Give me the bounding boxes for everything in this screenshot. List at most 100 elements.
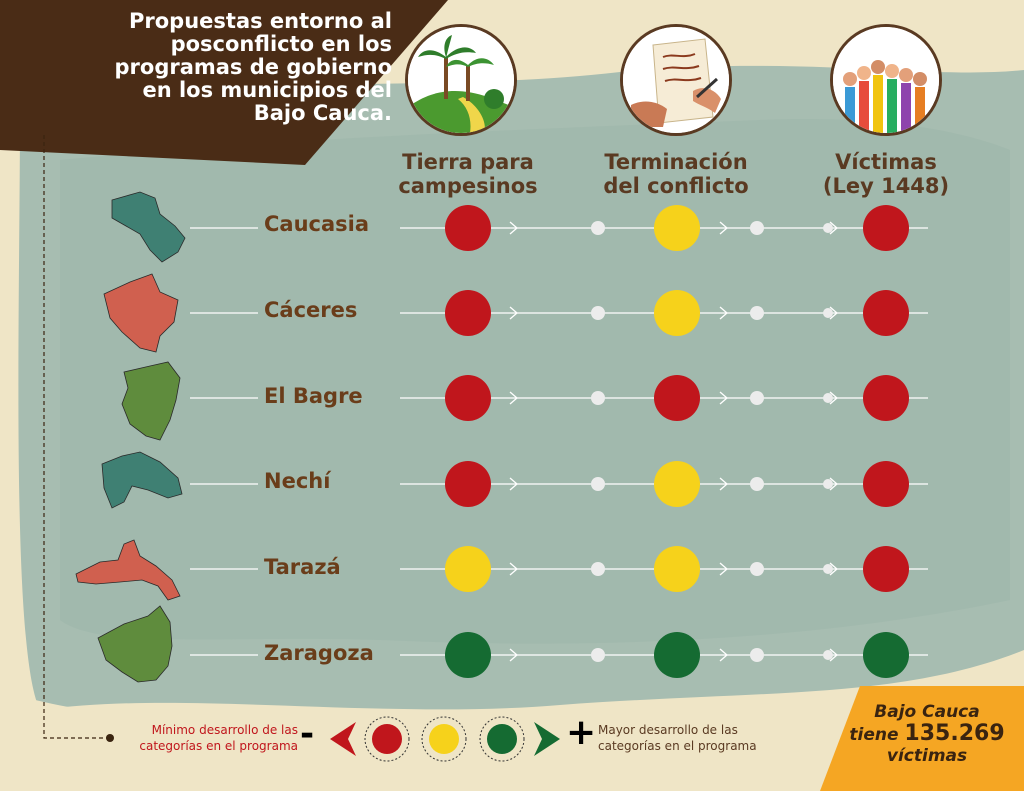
victims-text: Bajo Cauca tiene 135.269 víctimas — [834, 702, 1020, 767]
left-arrow-icon — [330, 722, 356, 756]
legend-line: categorías en el programa — [598, 739, 757, 753]
status-circle-yellow — [654, 205, 700, 251]
column-label-line: del conflicto — [603, 174, 749, 198]
chevron-icon — [829, 306, 838, 320]
chevron-icon — [509, 562, 518, 576]
legend-green-ring — [479, 716, 525, 762]
chevron-icon — [509, 477, 518, 491]
status-circle-red — [863, 461, 909, 507]
status-circle-red — [863, 546, 909, 592]
small-dot — [823, 308, 833, 318]
legend-red-dot — [372, 724, 402, 754]
legend-scale — [330, 716, 560, 762]
status-circle-red — [863, 375, 909, 421]
small-dot — [750, 306, 764, 320]
chevron-icon — [719, 477, 728, 491]
small-dot — [591, 562, 605, 576]
title-banner — [0, 0, 448, 165]
status-circle-yellow — [654, 290, 700, 336]
map-caucasia — [111, 191, 186, 263]
minus-sign: - — [300, 714, 315, 754]
palm-tree-landscape-icon — [405, 24, 517, 136]
right-arrow-icon — [534, 722, 560, 756]
chevron-icon — [829, 562, 838, 576]
small-dot — [823, 223, 833, 233]
small-dot — [591, 391, 605, 405]
chevron-icon — [719, 562, 728, 576]
victims-line3: víctimas — [886, 746, 968, 766]
legend-yellow-ring — [421, 716, 467, 762]
column-label-line: Terminación — [604, 150, 748, 174]
chevron-icon — [719, 391, 728, 405]
victims-line2: tiene 135.269 — [834, 723, 1020, 746]
legend-min-text: Mínimo desarrollo de las categorías en e… — [118, 722, 298, 754]
map-el-bagre — [121, 361, 181, 441]
legend-line: Mayor desarrollo de las — [598, 723, 738, 737]
small-dot — [591, 221, 605, 235]
small-dot — [823, 393, 833, 403]
chevron-icon — [509, 306, 518, 320]
status-circle-red — [863, 290, 909, 336]
legend-max-text: Mayor desarrollo de las categorías en el… — [598, 722, 798, 754]
chevron-icon — [719, 648, 728, 662]
small-dot — [750, 562, 764, 576]
chevron-icon — [829, 391, 838, 405]
row-name: Nechí — [264, 469, 331, 493]
chevron-icon — [509, 221, 518, 235]
page-title: Propuestas entorno al posconflicto en lo… — [52, 9, 393, 125]
raised-hands-icon — [830, 24, 942, 136]
status-circle-red — [445, 205, 491, 251]
legend-yellow-dot — [429, 724, 459, 754]
victims-prefix: tiene — [849, 725, 899, 745]
column-label-line: campesinos — [398, 174, 538, 198]
column-label-victimas: Víctimas (Ley 1448) — [791, 150, 981, 198]
status-circle-red — [863, 205, 909, 251]
column-label-line: (Ley 1448) — [822, 174, 950, 198]
small-dot — [750, 391, 764, 405]
row-name: Tarazá — [264, 555, 341, 579]
legend-line: categorías en el programa — [139, 739, 298, 753]
title-line: posconflicto en los — [170, 32, 392, 56]
map-nechi — [101, 451, 183, 509]
small-dot — [591, 477, 605, 491]
column-label-line: Tierra para — [402, 150, 534, 174]
small-dot — [750, 221, 764, 235]
status-circle-yellow — [445, 546, 491, 592]
signing-document-icon — [620, 24, 732, 136]
title-line: Propuestas entorno al — [129, 9, 392, 33]
status-circle-green — [445, 632, 491, 678]
victims-line1: Bajo Cauca — [874, 702, 980, 722]
map-caceres — [103, 273, 179, 353]
chevron-icon — [829, 221, 838, 235]
row-name: Cáceres — [264, 298, 358, 322]
small-dot — [823, 650, 833, 660]
row-name: Zaragoza — [264, 641, 374, 665]
small-dot — [591, 306, 605, 320]
victims-count: 135.269 — [904, 721, 1005, 746]
chevron-icon — [509, 648, 518, 662]
status-circle-red — [654, 375, 700, 421]
chevron-icon — [509, 391, 518, 405]
small-dot — [750, 648, 764, 662]
legend-green-dot — [487, 724, 517, 754]
victims-box — [820, 686, 1024, 791]
small-dot — [750, 477, 764, 491]
legend-red-ring — [364, 716, 410, 762]
chevron-icon — [719, 221, 728, 235]
chevron-icon — [829, 648, 838, 662]
chevron-icon — [719, 306, 728, 320]
title-line: en los municipios del — [142, 78, 392, 102]
legend-line: Mínimo desarrollo de las — [151, 723, 298, 737]
small-dot — [823, 564, 833, 574]
chevron-icon — [829, 477, 838, 491]
small-dot — [823, 479, 833, 489]
status-circle-yellow — [654, 461, 700, 507]
status-circle-green — [863, 632, 909, 678]
column-label-line: Víctimas — [835, 150, 937, 174]
status-circle-red — [445, 461, 491, 507]
status-circle-red — [445, 290, 491, 336]
status-circle-red — [445, 375, 491, 421]
